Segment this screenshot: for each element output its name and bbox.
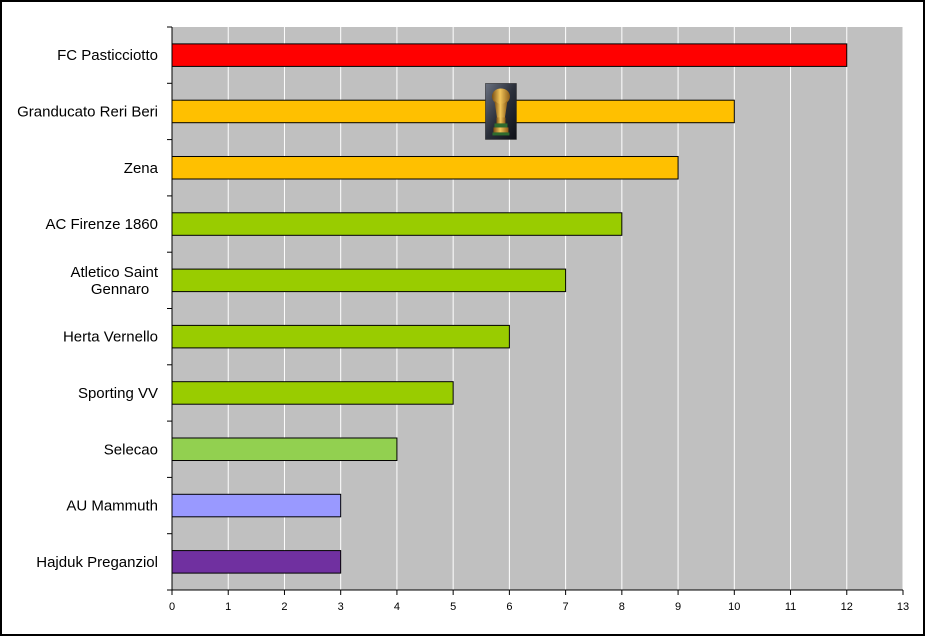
bar bbox=[171, 268, 567, 293]
category-label: Herta Vernello bbox=[63, 329, 158, 346]
category-labels: FC Pasticciotto Granducato Reri Beri Zena A… bbox=[17, 47, 159, 571]
x-tick-label: 2 bbox=[281, 601, 287, 613]
x-tick-label: 10 bbox=[728, 601, 740, 613]
tick-labels: 0 1 2 3 4 5 6 7 8 9 10 11 12 13 bbox=[169, 601, 909, 613]
category-label: FC Pasticciotto bbox=[57, 47, 158, 64]
category-label: Sporting VV bbox=[78, 385, 158, 402]
bar bbox=[171, 99, 735, 124]
x-tick-label: 9 bbox=[675, 601, 681, 613]
bar bbox=[171, 437, 398, 462]
bar bbox=[171, 212, 623, 236]
x-tick-label: 11 bbox=[785, 601, 796, 613]
x-tick-label: 5 bbox=[450, 601, 456, 613]
x-tick-label: 7 bbox=[563, 601, 569, 613]
category-label: AC Firenze 1860 bbox=[45, 216, 158, 233]
category-label: Hajduk Preganziol bbox=[36, 554, 158, 571]
x-tick-label: 4 bbox=[394, 601, 400, 613]
trophy-icon bbox=[485, 83, 517, 140]
category-label: AU Mammuth bbox=[66, 498, 158, 515]
bar bbox=[171, 550, 342, 574]
bar bbox=[171, 324, 510, 349]
category-label: Zena bbox=[124, 160, 159, 177]
bar bbox=[171, 381, 454, 405]
category-label: Selecao bbox=[104, 441, 158, 458]
x-tick-label: 12 bbox=[841, 601, 853, 613]
x-tick-label: 3 bbox=[338, 601, 344, 613]
category-label: Granducato Reri Beri bbox=[17, 103, 158, 120]
bar bbox=[171, 493, 342, 518]
category-label: Atletico Saint Gennaro bbox=[70, 264, 158, 298]
bar bbox=[171, 43, 848, 67]
bar bbox=[171, 155, 679, 180]
bars bbox=[171, 43, 848, 574]
x-tick-label: 6 bbox=[506, 601, 512, 613]
x-tick-label: 1 bbox=[225, 601, 231, 613]
x-tick-label: 8 bbox=[619, 601, 625, 613]
x-tick-label: 0 bbox=[169, 601, 175, 613]
x-tick-label: 13 bbox=[897, 601, 909, 613]
